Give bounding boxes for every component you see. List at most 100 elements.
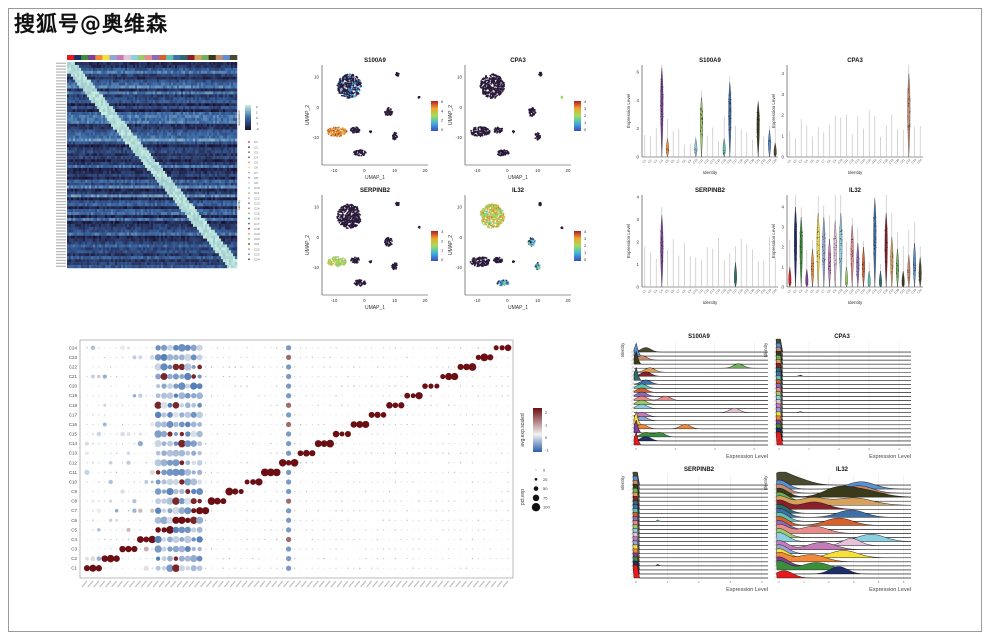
heatmap-cell (75, 200, 78, 204)
heatmap-cell (223, 200, 226, 204)
heatmap-cell (81, 173, 84, 177)
heatmap-cell (201, 165, 204, 169)
heatmap-cell (69, 220, 72, 225)
heatmap-cell (73, 217, 76, 222)
heatmap-cell (169, 153, 172, 157)
heatmap-cell (165, 109, 168, 113)
heatmap-cell (183, 156, 186, 160)
watermark: 搜狐号@奥维森 (14, 12, 168, 36)
heatmap-cell (143, 188, 146, 192)
heatmap-cell (205, 129, 208, 133)
heatmap-cell (105, 179, 108, 183)
heatmap-cell (195, 182, 198, 186)
heatmap-cell (149, 197, 152, 201)
heatmap-cell (227, 197, 230, 201)
heatmap-cell (127, 176, 130, 180)
heatmap-cell (67, 67, 70, 72)
heatmap-cell (187, 129, 190, 133)
heatmap-cell (189, 135, 192, 139)
heatmap-cell (213, 153, 216, 157)
heatmap-cell (185, 76, 188, 80)
heatmap-cell (223, 165, 226, 169)
heatmap-cell (175, 123, 178, 127)
heatmap-cell (161, 141, 164, 145)
heatmap-gene-label (56, 174, 66, 176)
heatmap-cell (229, 70, 232, 74)
heatmap-cell (111, 112, 114, 116)
heatmap-cell (75, 176, 78, 180)
heatmap-cell (169, 188, 172, 192)
heatmap-cell (85, 88, 88, 92)
heatmap-cell (129, 156, 132, 160)
heatmap-cell (193, 203, 196, 207)
identity-bar-C6 (102, 55, 110, 60)
heatmap-cell (181, 147, 184, 151)
heatmap-cell (203, 206, 206, 210)
heatmap-cell (195, 176, 198, 180)
heatmap-cell (205, 197, 208, 201)
heatmap-cell (167, 176, 170, 180)
heatmap-cell (141, 223, 144, 227)
heatmap-cell (67, 91, 70, 95)
heatmap-cell (223, 185, 226, 189)
heatmap-cell (223, 197, 226, 201)
heatmap-cell (211, 220, 214, 225)
heatmap-cell (89, 212, 92, 216)
heatmap-cell (67, 79, 70, 83)
heatmap-cell (229, 117, 232, 122)
heatmap-cell (161, 147, 164, 151)
heatmap-cell (149, 70, 152, 74)
heatmap-cell (131, 132, 134, 136)
heatmap-cell (135, 123, 138, 127)
heatmap-cell (131, 191, 134, 195)
heatmap-cell (163, 200, 166, 204)
heatmap-cell (75, 179, 78, 183)
heatmap-cell (117, 150, 120, 154)
heatmap-cell (155, 103, 158, 107)
heatmap-cell (71, 129, 74, 133)
heatmap-cell (225, 138, 228, 142)
heatmap-cell (111, 153, 114, 157)
heatmap-cell (215, 226, 218, 230)
heatmap-cell (101, 209, 104, 213)
heatmap-cell (149, 82, 152, 86)
heatmap-cell (225, 103, 228, 107)
heatmap-cell (95, 212, 98, 216)
heatmap-cell (99, 100, 102, 104)
heatmap-cell (233, 165, 236, 169)
heatmap-cell (73, 229, 76, 233)
heatmap-cell (87, 215, 90, 219)
heatmap-cell (219, 106, 222, 110)
heatmap-cell (137, 159, 140, 163)
heatmap-cell (145, 114, 148, 119)
heatmap-cell (129, 129, 132, 133)
heatmap-cell (169, 82, 172, 86)
heatmap-cell (229, 67, 232, 72)
heatmap-cell (69, 200, 72, 204)
heatmap-cell (197, 109, 200, 113)
heatmap-cell (169, 206, 172, 210)
heatmap-cell (207, 76, 210, 80)
heatmap-cell (165, 162, 168, 166)
heatmap-cell (191, 153, 194, 157)
heatmap-cell (181, 223, 184, 227)
heatmap-cell (225, 217, 228, 222)
heatmap-cell (223, 114, 226, 119)
heatmap-cell (121, 212, 124, 216)
heatmap-cell (143, 176, 146, 180)
heatmap-cell (167, 215, 170, 219)
heatmap-cell (81, 117, 84, 122)
heatmap-cell (167, 200, 170, 204)
heatmap-cell (233, 197, 236, 201)
heatmap-cell (189, 212, 192, 216)
heatmap-cell (85, 200, 88, 204)
heatmap-cell (143, 129, 146, 133)
heatmap-cell (131, 114, 134, 119)
heatmap-cell (209, 76, 212, 80)
heatmap-cell (129, 167, 132, 172)
heatmap-cell (109, 156, 112, 160)
heatmap-cell (121, 97, 124, 101)
heatmap-cell (81, 170, 84, 175)
heatmap-cell (121, 135, 124, 139)
heatmap-cell (151, 220, 154, 225)
